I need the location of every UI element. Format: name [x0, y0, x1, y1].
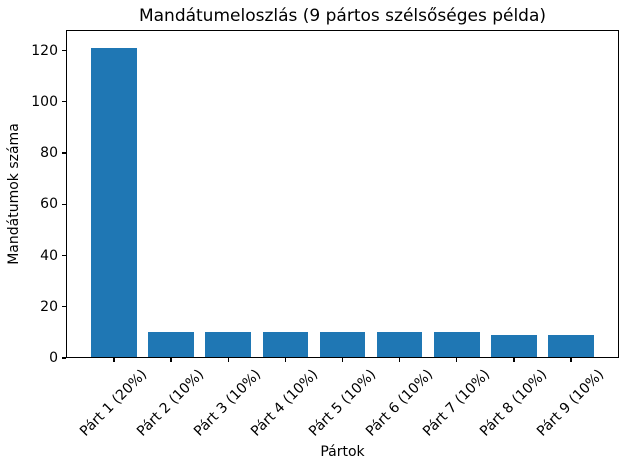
- y-tick-mark: [62, 357, 66, 359]
- y-tick-label: 100: [31, 93, 58, 110]
- y-tick-mark: [62, 49, 66, 52]
- bar: [148, 332, 194, 358]
- bar: [91, 47, 137, 358]
- x-axis-label: Pártok: [320, 444, 365, 460]
- y-tick-mark: [62, 306, 66, 308]
- axes-frame: [66, 30, 619, 358]
- x-tick-mark: [456, 358, 458, 362]
- bar: [262, 332, 309, 358]
- x-tick-mark: [227, 358, 229, 362]
- y-tick-label: 60: [40, 196, 58, 213]
- bar: [548, 334, 594, 358]
- x-tick-mark: [170, 358, 172, 362]
- x-tick-mark: [341, 358, 344, 362]
- x-tick-mark: [513, 358, 515, 362]
- y-tick-label: 40: [40, 247, 58, 264]
- y-tick-label: 0: [49, 350, 58, 366]
- y-tick-mark: [62, 203, 66, 205]
- plot-area: 0 20 40 60 80 100 120 Párt 1 (20%) Párt 2 (10%)…: [31, 30, 619, 440]
- bar: [491, 334, 537, 358]
- bar: [376, 332, 423, 358]
- y-axis-label: Mandátumok száma: [6, 123, 22, 265]
- y-tick-mark: [62, 101, 66, 103]
- x-tick-mark: [284, 358, 287, 362]
- y-tick-mark: [62, 152, 66, 154]
- x-tick-mark: [113, 358, 115, 362]
- bar: [205, 332, 252, 358]
- y-tick-label: 120: [31, 42, 58, 59]
- y-tick-mark: [62, 254, 66, 257]
- x-tick-mark: [570, 358, 572, 362]
- bar: [433, 332, 480, 358]
- y-tick-label: 80: [40, 145, 58, 161]
- bar: [319, 332, 366, 358]
- x-tick-mark: [398, 358, 401, 362]
- chart-title: Mandátumeloszlás (9 pártos szélsőséges p…: [138, 6, 547, 26]
- y-tick-label: 20: [40, 298, 58, 315]
